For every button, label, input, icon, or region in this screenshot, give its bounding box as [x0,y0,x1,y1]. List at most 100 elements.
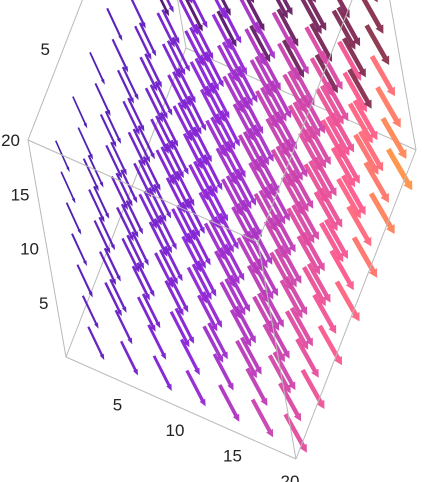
vector-arrow [204,51,224,88]
vector-arrow [174,307,195,344]
vector-arrow [246,0,265,32]
vector-arrow [159,249,178,285]
vector-arrow [200,88,221,126]
vector-arrow [127,131,146,167]
box-edge [257,241,297,460]
vector-arrow [144,53,162,88]
vector-arrow [214,0,227,20]
vector-arrow [249,0,255,4]
vector-arrow [184,30,204,67]
vector-arrow [337,40,362,81]
vector-arrow [205,119,226,157]
vector-arrow [167,74,187,110]
vector-arrow [60,171,76,204]
vector-arrow [283,413,307,453]
vector-arrow [109,278,127,313]
vector-arrow [245,367,268,406]
vector-arrow [252,124,274,162]
vector-arrow [303,129,327,169]
vector-arrow [81,295,99,329]
vector-arrow [104,110,122,144]
vector-arrow [225,175,247,213]
vector-arrow [220,110,240,147]
vector-arrow [308,159,332,200]
vector-arrow [347,102,373,144]
vector-arrow [342,71,367,113]
vector-arrow [329,249,354,291]
vector-arrow [351,236,378,278]
vector-arrow [126,234,145,270]
axis-tick-labels: 510152051015205101520 [1,40,299,482]
vector-arrow [204,85,225,122]
vector-arrow [264,83,287,122]
vector-arrow [280,142,303,181]
vector-arrow [175,170,195,207]
vector-arrow [197,294,218,332]
vector-arrow [139,56,158,92]
vector-arrow [170,173,190,210]
vector-arrow [319,221,344,263]
vector-arrow [230,171,252,210]
vector-arrow [317,324,342,366]
vector-arrow [121,66,139,101]
vector-arrow [292,67,315,106]
vector-arrow [232,69,253,107]
vector-arrow [189,26,209,63]
vector-arrow [187,129,208,166]
vector-arrow [137,296,156,332]
vector-arrow [242,131,265,169]
vector-arrow [207,322,228,360]
vector-arrow [290,169,314,209]
vector-arrow [147,324,167,360]
vector-arrow [188,164,209,201]
vector-arrow [246,264,269,304]
vector-arrow [106,7,123,41]
vector-arrow [364,24,390,66]
vector-arrow [130,0,146,29]
vector-arrow [202,325,224,363]
bounding-box-front [27,0,417,460]
vector-arrow [282,39,305,78]
vector-arrow [99,251,117,285]
vector-arrow [169,311,190,348]
vector-arrow [258,189,281,228]
vector-arrow [295,337,319,378]
vector-arrow [82,158,99,192]
vector-arrow [215,147,237,185]
vector-arrow [122,100,140,135]
vector-arrow [358,130,384,172]
vector-arrow [194,23,214,60]
vector-arrow [154,81,173,116]
vector-arrow [289,307,313,347]
vector-arrow [222,75,244,114]
vector-arrow [256,258,279,297]
vector-arrow [380,117,407,159]
vector-arrow [244,28,266,66]
vector-arrow [236,237,259,276]
vector-arrow [208,219,230,257]
vector-arrow [158,214,177,250]
vector-arrow [306,262,331,303]
vector-arrow [296,235,320,275]
vector-arrow [271,11,294,51]
vector-arrow [154,252,174,288]
vector-arrow [161,9,180,45]
vector-arrow [258,155,280,194]
vector-arrow [226,38,247,75]
vector-arrow [214,250,235,288]
vector-arrow [219,247,240,285]
vector-arrow [286,36,309,75]
vector-arrow [202,291,223,328]
vector-arrow [193,160,213,198]
vector-arrow [87,326,105,361]
vector-arrow [232,103,254,141]
vector-arrow [284,276,308,316]
vector-arrow [291,204,315,244]
vector-arrow [363,161,389,203]
vector-arrow [127,97,145,132]
vector-arrow [131,231,149,266]
vector-arrow [142,156,161,191]
vector-arrow [386,147,413,191]
vector-arrow [132,128,151,163]
vector-arrow [186,232,206,269]
